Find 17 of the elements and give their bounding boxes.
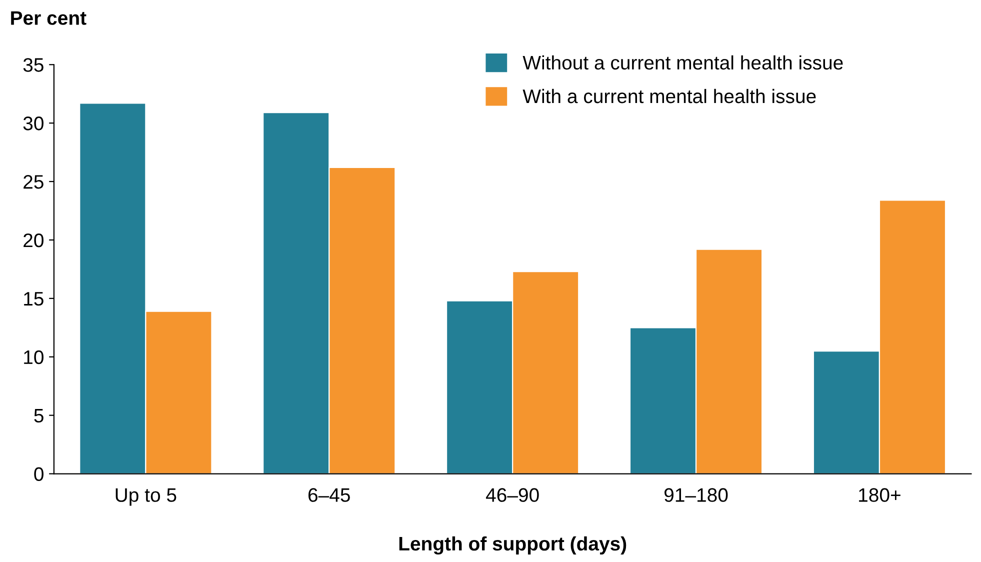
legend-label: With a current mental health issue <box>522 88 816 104</box>
y-tick-label: 35 <box>23 58 44 72</box>
y-tick-label: 0 <box>34 467 44 482</box>
x-axis-title: Length of support (days) <box>399 536 626 555</box>
y-tick-label: 5 <box>34 408 44 423</box>
x-tick-label: 180+ <box>859 488 900 502</box>
y-tick-label: 25 <box>24 174 44 189</box>
x-tick-label: 6–45 <box>308 488 350 502</box>
y-tick-label: 15 <box>24 292 44 306</box>
x-tick-label: Up to 5 <box>116 488 176 506</box>
y-tick-label: 10 <box>24 350 44 364</box>
y-tick-label: 20 <box>24 233 44 248</box>
legend-label: Without a current mental health issue <box>522 55 843 70</box>
x-tick-label: 46–90 <box>486 488 539 502</box>
y-tick-label: 30 <box>23 116 44 130</box>
y-axis-title: Per cent <box>11 11 86 25</box>
x-tick-label: 91–180 <box>664 488 728 502</box>
